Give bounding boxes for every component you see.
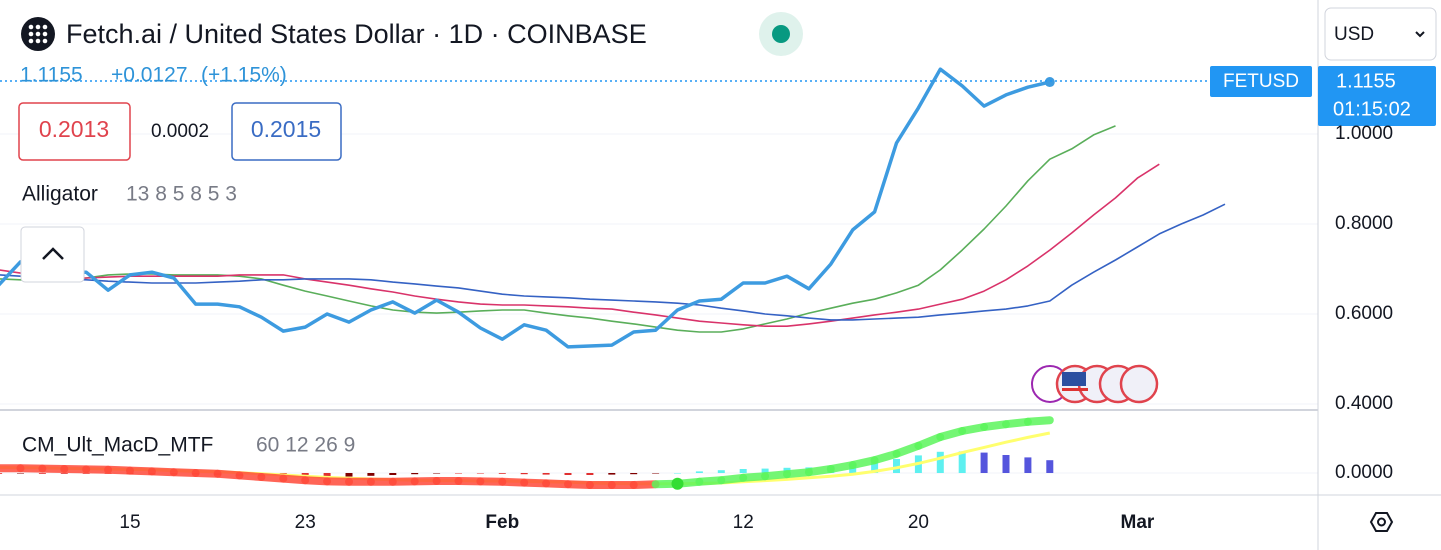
histogram-bar bbox=[520, 473, 528, 475]
histogram-bar bbox=[695, 471, 703, 473]
last-price: 1.1155 bbox=[20, 64, 83, 87]
histogram-bar bbox=[980, 452, 988, 473]
chevron bbox=[42, 247, 64, 260]
chart-area bbox=[0, 67, 1318, 490]
y-tick-label: 0.4000 bbox=[1335, 393, 1393, 414]
macd-segment bbox=[1023, 416, 1054, 426]
histogram-bar bbox=[345, 473, 353, 477]
y-tick-label: 0.6000 bbox=[1335, 303, 1393, 324]
price-line bbox=[0, 67, 1051, 349]
sell-button[interactable] bbox=[18, 102, 131, 161]
x-tick-label: 15 bbox=[119, 512, 140, 533]
symbol-title: Fetch.ai / United States Dollar · 1D · C… bbox=[66, 19, 647, 49]
symbol-label: FETUSD bbox=[1223, 71, 1299, 92]
histogram-bar bbox=[17, 473, 24, 474]
histogram-bar bbox=[60, 473, 68, 474]
histogram-bar bbox=[323, 473, 331, 477]
alligator-line bbox=[0, 203, 1226, 321]
dropdown-arrow bbox=[1415, 31, 1425, 38]
histogram-bar bbox=[893, 459, 900, 473]
histogram-bar bbox=[761, 468, 769, 473]
histogram-bar bbox=[455, 473, 462, 474]
price-label: 1.1155 bbox=[1336, 70, 1396, 92]
price-label-bg bbox=[1318, 66, 1436, 126]
symbol-label-bg bbox=[1210, 66, 1312, 97]
y-tick-label: 1.0000 bbox=[1335, 123, 1393, 144]
market-status-dot bbox=[772, 25, 790, 43]
ask-price: 0.2015 bbox=[251, 116, 321, 142]
last-price-dot bbox=[1044, 77, 1055, 88]
histogram-bar bbox=[717, 470, 725, 473]
x-tick-label: 20 bbox=[908, 512, 929, 533]
histogram-bar bbox=[411, 473, 419, 475]
indicator-params: 13 8 5 8 5 3 bbox=[126, 183, 237, 206]
histogram-bar bbox=[1046, 460, 1054, 473]
bid-price: 0.2013 bbox=[39, 116, 109, 142]
currency-select[interactable] bbox=[1324, 7, 1437, 61]
histogram-bar bbox=[674, 473, 681, 474]
x-tick-label: Mar bbox=[1121, 512, 1155, 533]
y-tick-label: 0.8000 bbox=[1335, 213, 1393, 234]
histogram-bar bbox=[542, 473, 550, 475]
logo-dots bbox=[28, 24, 48, 44]
settings-button[interactable] bbox=[1369, 512, 1394, 532]
histogram-bar bbox=[958, 451, 966, 473]
cross-dot bbox=[671, 477, 684, 490]
histogram-bar bbox=[936, 451, 944, 473]
histogram-bar bbox=[564, 473, 572, 475]
alligator-line bbox=[0, 125, 1116, 333]
spread: 0.0002 bbox=[151, 121, 209, 142]
histogram-bar bbox=[0, 473, 3, 474]
histogram-bar bbox=[433, 473, 441, 474]
indicator-name: CM_Ult_MacD_MTF bbox=[22, 434, 213, 457]
histogram-bar bbox=[608, 473, 616, 475]
alligator-line bbox=[0, 163, 1160, 327]
indicator-name: Alligator bbox=[22, 183, 98, 206]
price-change-pct: (+1.15%) bbox=[201, 64, 287, 87]
countdown: 01:15:02 bbox=[1333, 98, 1411, 120]
event-markers[interactable] bbox=[1031, 364, 1159, 404]
histogram-bar bbox=[1024, 457, 1032, 473]
x-tick-label: Feb bbox=[485, 512, 519, 533]
histogram-bar bbox=[38, 473, 46, 474]
price-change: +0.0127 bbox=[111, 64, 188, 87]
histogram-bar bbox=[498, 473, 506, 474]
y-tick-label: 0.0000 bbox=[1335, 462, 1393, 483]
x-tick-label: 23 bbox=[295, 512, 316, 533]
buy-button[interactable] bbox=[231, 102, 342, 161]
histogram-bar bbox=[652, 473, 660, 474]
indicator-params: 60 12 26 9 bbox=[256, 434, 355, 457]
histogram-bar bbox=[586, 473, 594, 475]
histogram-bar bbox=[476, 473, 484, 474]
collapse-button[interactable] bbox=[20, 226, 85, 283]
histogram-bar bbox=[871, 461, 879, 473]
histogram-bar bbox=[389, 473, 397, 475]
histogram-bar bbox=[1002, 455, 1010, 473]
currency: USD bbox=[1334, 24, 1374, 45]
histogram-bar bbox=[367, 473, 375, 476]
histogram-bar bbox=[630, 473, 638, 475]
histogram-bar bbox=[739, 469, 747, 473]
x-tick-label: 12 bbox=[733, 512, 754, 533]
